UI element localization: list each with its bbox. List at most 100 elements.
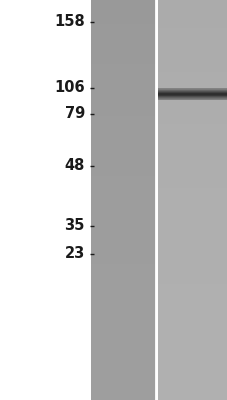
- Bar: [91, 72, 155, 77]
- Bar: [158, 97, 227, 98]
- Bar: [91, 256, 155, 261]
- Text: 23: 23: [64, 246, 84, 262]
- Bar: [158, 89, 227, 90]
- Bar: [91, 360, 155, 365]
- Bar: [158, 288, 227, 293]
- Bar: [158, 24, 227, 29]
- Bar: [91, 112, 155, 117]
- Bar: [91, 356, 155, 361]
- Bar: [158, 232, 227, 237]
- Bar: [91, 172, 155, 177]
- Bar: [158, 97, 227, 98]
- Bar: [91, 160, 155, 165]
- Bar: [158, 128, 227, 133]
- Bar: [91, 100, 155, 105]
- Bar: [158, 93, 227, 94]
- Bar: [158, 76, 227, 81]
- Bar: [158, 140, 227, 145]
- Bar: [158, 90, 227, 91]
- Bar: [91, 392, 155, 397]
- Bar: [91, 200, 155, 205]
- Bar: [158, 92, 227, 93]
- Bar: [158, 372, 227, 377]
- Bar: [91, 300, 155, 305]
- Bar: [158, 104, 227, 109]
- Bar: [91, 80, 155, 85]
- Bar: [158, 93, 227, 94]
- Bar: [91, 148, 155, 153]
- Bar: [91, 236, 155, 241]
- Bar: [158, 98, 227, 99]
- Bar: [158, 91, 227, 92]
- Bar: [158, 296, 227, 301]
- Bar: [158, 352, 227, 357]
- Bar: [158, 95, 227, 96]
- Bar: [91, 60, 155, 65]
- Bar: [91, 24, 155, 29]
- Bar: [91, 376, 155, 381]
- Bar: [158, 348, 227, 353]
- Bar: [158, 220, 227, 225]
- Bar: [158, 0, 227, 5]
- Bar: [158, 292, 227, 297]
- Bar: [91, 324, 155, 329]
- Bar: [158, 93, 227, 94]
- Bar: [91, 116, 155, 121]
- Bar: [158, 364, 227, 369]
- Bar: [158, 88, 227, 89]
- Bar: [158, 356, 227, 361]
- Bar: [91, 276, 155, 281]
- Bar: [91, 208, 155, 213]
- Bar: [158, 32, 227, 37]
- Bar: [158, 344, 227, 349]
- Bar: [158, 98, 227, 99]
- Bar: [91, 76, 155, 81]
- Bar: [158, 192, 227, 197]
- Bar: [158, 300, 227, 305]
- Bar: [158, 4, 227, 9]
- Bar: [158, 97, 227, 98]
- Bar: [91, 8, 155, 13]
- Bar: [91, 364, 155, 369]
- Bar: [158, 88, 227, 89]
- Bar: [91, 308, 155, 313]
- Bar: [91, 184, 155, 189]
- Bar: [91, 164, 155, 169]
- Bar: [158, 112, 227, 117]
- Bar: [91, 220, 155, 225]
- Bar: [91, 352, 155, 357]
- Bar: [91, 40, 155, 45]
- Bar: [158, 44, 227, 49]
- Bar: [158, 164, 227, 169]
- Bar: [91, 68, 155, 73]
- Bar: [91, 252, 155, 257]
- Bar: [91, 248, 155, 253]
- Bar: [158, 316, 227, 321]
- Bar: [158, 96, 227, 101]
- Bar: [91, 108, 155, 113]
- Bar: [158, 252, 227, 257]
- Bar: [91, 120, 155, 125]
- Bar: [158, 148, 227, 153]
- Bar: [158, 98, 227, 99]
- Bar: [158, 100, 227, 105]
- Bar: [91, 44, 155, 49]
- Bar: [158, 184, 227, 189]
- Bar: [91, 312, 155, 317]
- Bar: [158, 91, 227, 92]
- Bar: [158, 96, 227, 97]
- Text: 79: 79: [64, 106, 84, 122]
- Bar: [91, 140, 155, 145]
- Bar: [91, 340, 155, 345]
- Bar: [91, 240, 155, 245]
- Bar: [91, 84, 155, 89]
- Bar: [91, 384, 155, 389]
- Bar: [158, 16, 227, 21]
- Bar: [158, 95, 227, 96]
- Bar: [158, 99, 227, 100]
- Bar: [91, 244, 155, 249]
- Bar: [158, 94, 227, 95]
- Bar: [91, 328, 155, 333]
- Bar: [91, 32, 155, 37]
- Bar: [91, 136, 155, 141]
